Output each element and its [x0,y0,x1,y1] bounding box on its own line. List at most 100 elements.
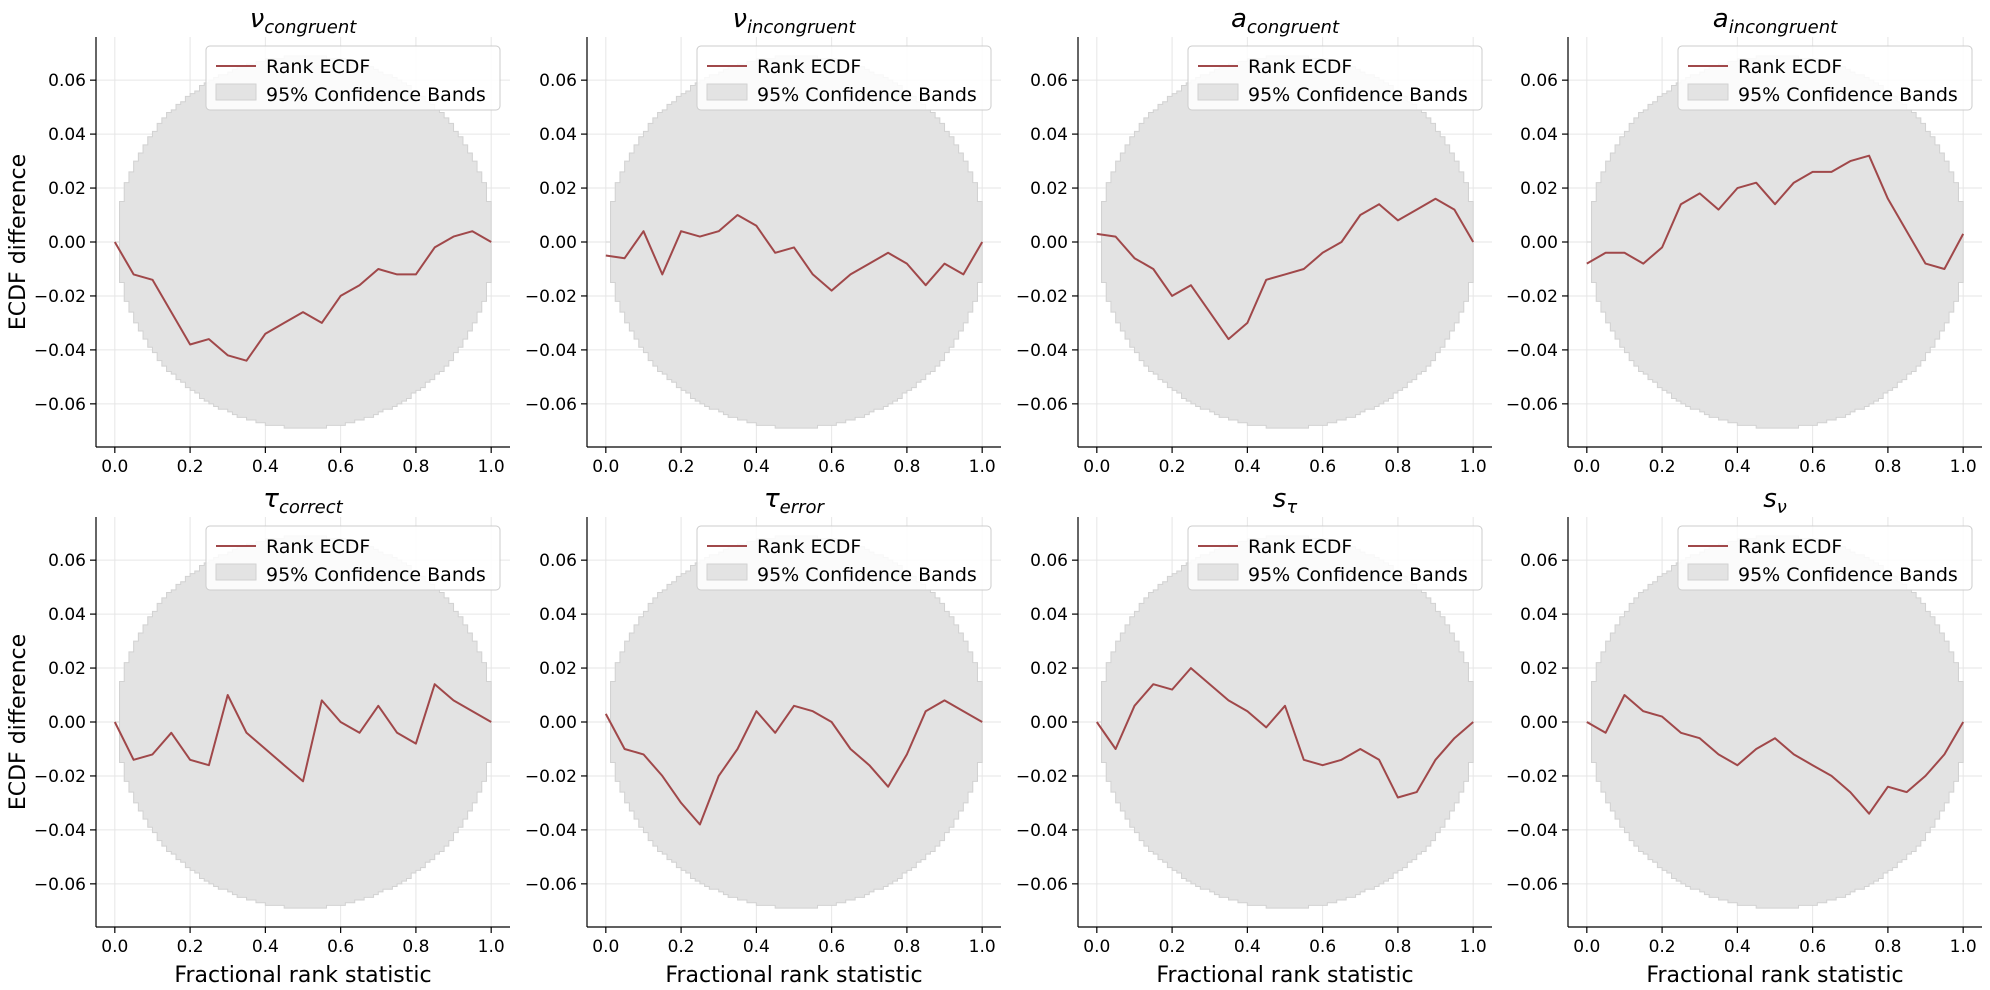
legend: Rank ECDF 95% Confidence Bands [205,45,501,111]
y-tick-label: −0.04 [34,341,86,361]
legend-label-band: 95% Confidence Bands [1248,84,1468,106]
y-tick-label: 0.02 [539,659,577,679]
subplot-2: 0.0 0.2 0.4 0.6 0.8 1.0 −0.06 −0.04 −0.02 0.00 0.0… [1016,4,1492,477]
confidence-band [1586,535,1964,909]
x-tick-label: 1.0 [1460,937,1487,957]
y-tick-label: −0.04 [525,341,577,361]
y-tick-label: 0.02 [48,659,86,679]
x-tick-label: 0.0 [1573,937,1600,957]
y-tick-label: 0.04 [48,605,86,625]
x-tick-label: 0.6 [1309,457,1336,477]
x-tick-label: 0.8 [1874,457,1901,477]
x-tick-label: 0.8 [402,937,429,957]
x-tick-label: 0.0 [1083,937,1110,957]
y-tick-label: −0.06 [1016,875,1068,895]
x-tick-label: 0.6 [1799,457,1826,477]
subplot-0: 0.0 0.2 0.4 0.6 0.8 1.0 −0.06 −0.04 −0.02 0.00 0.0… [6,4,510,477]
y-tick-label: 0.02 [48,179,86,199]
x-tick-label: 0.0 [1573,457,1600,477]
y-tick-label: 0.04 [1030,125,1068,145]
subplot-7: 0.0 0.2 0.4 0.6 0.8 1.0 −0.06 −0.04 −0.02 0.00 0.0… [1506,484,1982,988]
x-tick-label: 1.0 [1460,457,1487,477]
title-subscript: congruent [264,17,357,38]
legend-label-ecdf: Rank ECDF [266,536,370,558]
x-tick-label: 0.4 [743,457,770,477]
y-tick-label: 0.00 [539,713,577,733]
y-tick-label: 0.06 [48,551,86,571]
title-symbol: ν [732,4,747,34]
y-tick-label: −0.04 [34,821,86,841]
y-tick-label: 0.02 [1030,179,1068,199]
title-subscript: incongruent [747,17,856,38]
y-tick-label: 0.06 [539,71,577,91]
legend-box [1187,525,1483,591]
x-axis-label: Fractional rank statistic [174,963,431,988]
title-subscript: correct [279,497,344,518]
title-symbol: s [1273,484,1287,514]
title-subscript: τ [1286,497,1297,518]
y-tick-label: −0.02 [1506,767,1558,787]
confidence-band [114,55,492,429]
y-tick-label: 0.00 [48,233,86,253]
y-tick-label: 0.06 [1520,71,1558,91]
y-tick-label: 0.04 [539,125,577,145]
legend: Rank ECDF 95% Confidence Bands [1677,525,1973,591]
x-tick-label: 0.6 [327,937,354,957]
x-tick-label: 0.4 [1234,457,1261,477]
x-tick-label: 1.0 [969,457,996,477]
x-tick-label: 0.0 [592,457,619,477]
x-tick-label: 0.2 [1159,937,1186,957]
title-subscript: incongruent [1729,17,1838,38]
x-tick-label: 1.0 [1950,457,1977,477]
x-tick-label: 0.4 [1724,457,1751,477]
y-tick-label: −0.04 [1016,821,1068,841]
x-axis-label: Fractional rank statistic [1646,963,1903,988]
x-tick-label: 0.4 [252,937,279,957]
y-tick-label: 0.02 [1030,659,1068,679]
y-tick-label: 0.06 [1030,71,1068,91]
legend-label-ecdf: Rank ECDF [266,56,370,78]
y-tick-label: −0.02 [525,767,577,787]
legend-label-band: 95% Confidence Bands [1738,84,1958,106]
x-tick-label: 0.0 [101,937,128,957]
y-tick-label: 0.00 [1520,233,1558,253]
x-tick-label: 0.0 [1083,457,1110,477]
x-axis-label: Fractional rank statistic [665,963,922,988]
legend-band-swatch [215,563,257,581]
title-symbol: ν [250,4,265,34]
title-subscript: ν [1777,497,1787,518]
panel-title: sν [1763,484,1787,518]
legend-band-swatch [1197,83,1239,101]
x-tick-label: 0.8 [402,457,429,477]
panel-title: τerror [764,484,826,518]
x-tick-label: 0.2 [177,937,204,957]
legend-box [205,525,501,591]
x-tick-label: 1.0 [478,937,505,957]
x-tick-label: 0.8 [1384,457,1411,477]
y-tick-label: −0.04 [525,821,577,841]
legend-label-band: 95% Confidence Bands [266,564,486,586]
y-tick-label: 0.02 [1520,179,1558,199]
x-tick-label: 0.2 [177,457,204,477]
title-symbol: a [1231,4,1247,34]
legend: Rank ECDF 95% Confidence Bands [1677,45,1973,111]
legend-label-band: 95% Confidence Bands [757,564,977,586]
x-tick-label: 0.4 [252,457,279,477]
y-tick-label: −0.02 [34,767,86,787]
legend-label-ecdf: Rank ECDF [757,56,861,78]
x-tick-label: 0.8 [1874,937,1901,957]
title-symbol: a [1713,4,1729,34]
legend-label-ecdf: Rank ECDF [1248,56,1352,78]
legend-band-swatch [1687,563,1729,581]
x-tick-label: 0.6 [818,457,845,477]
x-tick-label: 1.0 [478,457,505,477]
y-tick-label: −0.02 [1016,767,1068,787]
subplot-1: 0.0 0.2 0.4 0.6 0.8 1.0 −0.06 −0.04 −0.02 0.00 0.0… [525,4,1001,477]
x-tick-label: 0.4 [743,937,770,957]
y-tick-label: −0.06 [525,395,577,415]
title-symbol: τ [263,484,279,514]
y-tick-label: −0.06 [34,875,86,895]
confidence-band [1096,535,1474,909]
y-tick-label: −0.02 [525,287,577,307]
